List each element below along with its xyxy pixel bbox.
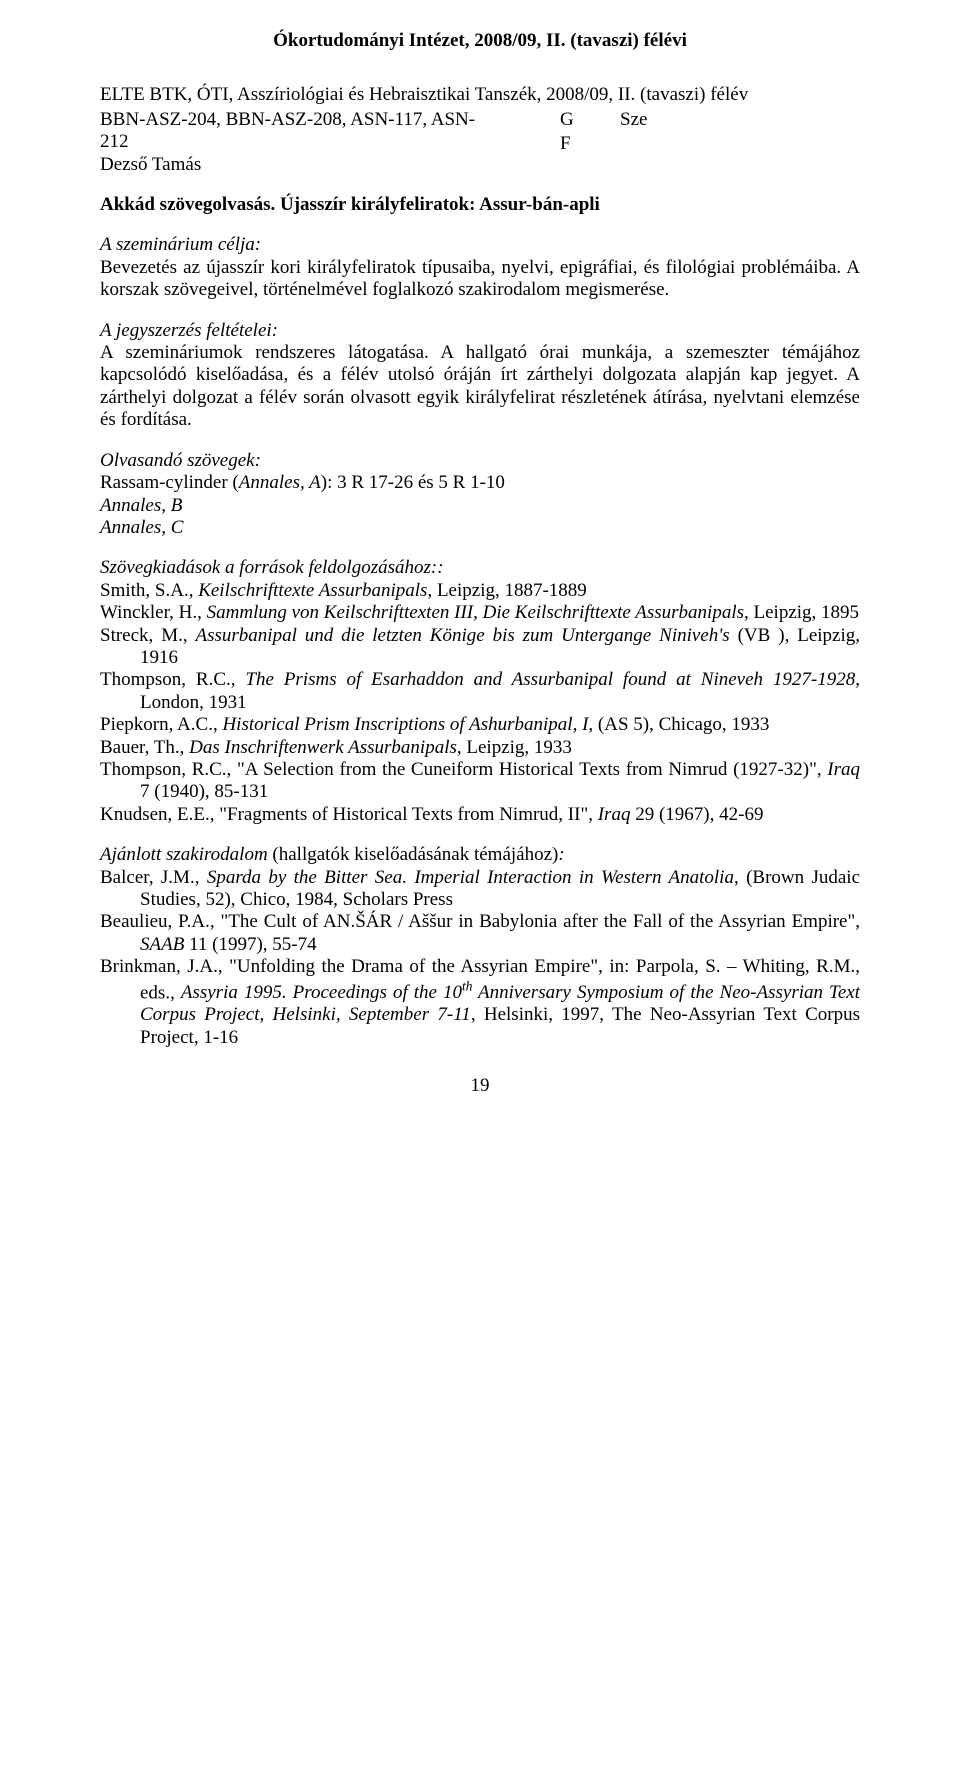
edition-3: Streck, M., Assurbanipal und die letzten… — [100, 625, 860, 670]
recommended-section: Ajánlott szakirodalom (hallgatók kiselőa… — [100, 844, 860, 1049]
edition-1: Smith, S.A., Keilschrifttexte Assurbanip… — [100, 580, 860, 602]
course-codes-line2: 212 — [100, 131, 560, 153]
seminar-goal-body: Bevezetés az újasszír kori királyfelirat… — [100, 257, 860, 302]
running-header: Ókortudományi Intézet, 2008/09, II. (tav… — [100, 30, 860, 52]
department-line: ELTE BTK, ÓTI, Asszíriológiai és Hebrais… — [100, 84, 860, 106]
edition-8: Knudsen, E.E., "Fragments of Historical … — [100, 804, 860, 826]
course-code-row-1: BBN-ASZ-204, BBN-ASZ-208, ASN-117, ASN- … — [100, 109, 860, 131]
recommended-label: Ajánlott szakirodalom (hallgatók kiselőa… — [100, 844, 860, 866]
edition-6: Bauer, Th., Das Inschriftenwerk Assurban… — [100, 737, 860, 759]
readings-section: Olvasandó szövegek: Rassam-cylinder (Ann… — [100, 450, 860, 540]
column-sze: Sze — [620, 109, 860, 131]
editions-section: Szövegkiadások a források feldolgozásáho… — [100, 557, 860, 826]
edition-2: Winckler, H., Sammlung von Keilschriftte… — [100, 602, 860, 624]
readings-label: Olvasandó szövegek: — [100, 450, 860, 472]
requirements-label: A jegyszerzés feltételei: — [100, 320, 860, 342]
edition-4: Thompson, R.C., The Prisms of Esarhaddon… — [100, 669, 860, 714]
requirements-body: A szemináriumok rendszeres látogatása. A… — [100, 342, 860, 432]
recommended-2: Beaulieu, P.A., "The Cult of AN.ŠÁR / Aš… — [100, 911, 860, 956]
requirements-section: A jegyszerzés feltételei: A szemináriumo… — [100, 320, 860, 432]
course-code-row-2: 212 Dezső Tamás F — [100, 131, 860, 176]
edition-5: Piepkorn, A.C., Historical Prism Inscrip… — [100, 714, 860, 736]
instructor-name: Dezső Tamás — [100, 154, 560, 176]
edition-7: Thompson, R.C., "A Selection from the Cu… — [100, 759, 860, 804]
reading-2: Annales, B — [100, 495, 860, 517]
recommended-1: Balcer, J.M., Sparda by the Bitter Sea. … — [100, 867, 860, 912]
page: Ókortudományi Intézet, 2008/09, II. (tav… — [0, 0, 960, 1138]
column-f: F — [560, 131, 620, 176]
reading-3: Annales, C — [100, 517, 860, 539]
seminar-goal-label: A szeminárium célja: — [100, 234, 860, 256]
course-title: Akkád szövegolvasás. Újasszír királyfeli… — [100, 194, 860, 216]
reading-1: Rassam-cylinder (Annales, A): 3 R 17-26 … — [100, 472, 860, 494]
column-g: G — [560, 109, 620, 131]
page-number: 19 — [100, 1075, 860, 1097]
course-codes-line1: BBN-ASZ-204, BBN-ASZ-208, ASN-117, ASN- — [100, 109, 560, 131]
recommended-3: Brinkman, J.A., "Unfolding the Drama of … — [100, 956, 860, 1049]
seminar-goal-section: A szeminárium célja: Bevezetés az újassz… — [100, 234, 860, 301]
editions-label: Szövegkiadások a források feldolgozásáho… — [100, 557, 860, 579]
